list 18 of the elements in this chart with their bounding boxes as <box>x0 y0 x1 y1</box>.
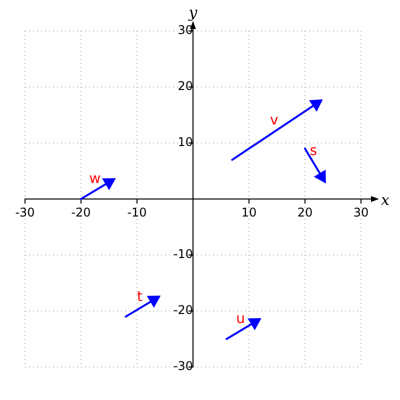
series-label: v <box>270 112 278 128</box>
x-tick-label: 10 <box>241 205 257 220</box>
series-label: t <box>137 288 144 305</box>
x-tick-label: -10 <box>127 205 147 220</box>
series-label: s <box>310 143 318 160</box>
y-tick-label: -10 <box>173 247 193 262</box>
x-tick-label: 20 <box>297 205 313 220</box>
series-label: u <box>236 311 246 328</box>
x-axis-title: x <box>381 190 390 209</box>
x-tick-label: 30 <box>353 205 369 220</box>
x-tick-label: -20 <box>71 205 91 220</box>
y-tick-label: 10 <box>178 135 193 150</box>
y-tick-label: 20 <box>178 79 193 94</box>
y-tick-label: -20 <box>173 303 193 318</box>
y-axis-title: y <box>188 3 198 22</box>
series-label: w <box>89 171 101 188</box>
x-tick-label: -30 <box>15 205 35 220</box>
y-tick-label: -30 <box>173 359 193 374</box>
